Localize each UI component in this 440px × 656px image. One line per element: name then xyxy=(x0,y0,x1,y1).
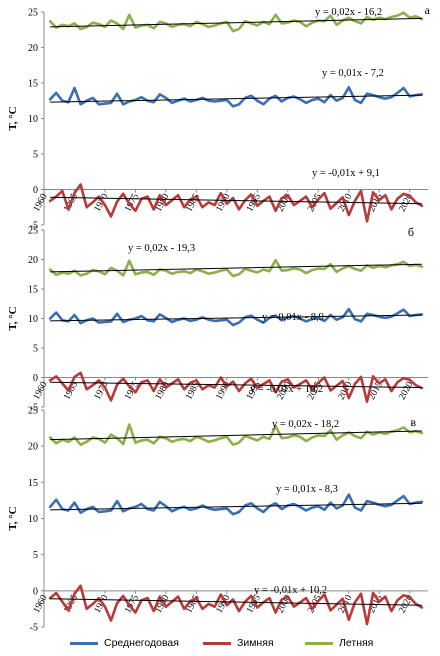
panel-label-3: в xyxy=(410,415,416,429)
trend-line-summer-2 xyxy=(50,263,422,273)
panel-label-1: а xyxy=(425,3,431,17)
legend-item-annual: Среднегодовая xyxy=(70,636,179,650)
y-tick-label-2-4: 15 xyxy=(28,285,38,296)
trend-equation-annual-1: y = 0,01x - 7,2 xyxy=(322,68,384,79)
y-tick-label-2-0: -5 xyxy=(30,403,38,414)
y-tick-label-2-2: 5 xyxy=(33,344,38,355)
trend-line-winter-2 xyxy=(50,381,422,389)
trend-line-summer-1 xyxy=(50,17,422,28)
series-line-summer-1 xyxy=(48,11,424,33)
y-tick-label-2-6: 25 xyxy=(28,226,38,237)
x-tick-label-1-6: 1990 xyxy=(215,192,233,214)
series-line-summer-3 xyxy=(48,423,424,447)
y-tick-label-3-4: 15 xyxy=(28,478,38,489)
legend-item-winter: Зимняя xyxy=(203,636,274,650)
y-tick-label-1-0: -5 xyxy=(30,221,38,232)
trend-equation-winter-2: y = -0,01x + 10,2 xyxy=(250,384,323,395)
y-tick-label-3-1: 0 xyxy=(33,586,38,597)
y-axis-label-1: Т, °С xyxy=(7,106,19,130)
trend-equation-summer-3: y = 0,02x - 18,2 xyxy=(272,419,339,430)
y-tick-label-1-6: 25 xyxy=(28,8,38,19)
legend-swatch-annual xyxy=(70,641,98,645)
legend-label-summer: Летняя xyxy=(339,637,374,649)
y-tick-label-1-4: 15 xyxy=(28,79,38,90)
trend-line-annual-2 xyxy=(50,314,422,322)
series-line-winter-3 xyxy=(48,584,424,626)
legend: Среднегодовая Зимняя Летняя xyxy=(0,631,440,653)
y-tick-label-3-5: 20 xyxy=(28,442,38,453)
y-tick-label-2-3: 10 xyxy=(28,314,38,325)
y-tick-label-3-0: -5 xyxy=(30,623,38,634)
y-tick-label-3-6: 25 xyxy=(28,406,38,417)
legend-swatch-summer xyxy=(305,641,333,645)
y-tick-label-1-5: 20 xyxy=(28,43,38,54)
trend-equation-winter-1: y = -0,01x + 9,1 xyxy=(312,168,380,179)
series-line-summer-2 xyxy=(48,258,424,278)
trend-equation-annual-3: y = 0,01x - 8,3 xyxy=(276,484,338,495)
legend-label-winter: Зимняя xyxy=(237,637,274,649)
legend-swatch-winter xyxy=(203,641,231,645)
trend-line-summer-3 xyxy=(50,430,422,441)
series-line-winter-2 xyxy=(48,371,424,404)
trend-line-winter-3 xyxy=(50,598,422,606)
y-axis-label-2: Т, °С xyxy=(7,306,19,330)
legend-item-summer: Летняя xyxy=(305,636,373,650)
trend-equation-annual-2: y = 0,01x - 8,9 xyxy=(262,312,324,323)
legend-label-annual: Среднегодовая xyxy=(104,637,179,649)
trend-equation-summer-2: y = 0,02x - 19,3 xyxy=(128,243,195,254)
y-tick-label-3-2: 5 xyxy=(33,550,38,561)
series-line-annual-1 xyxy=(48,86,424,108)
series-line-annual-2 xyxy=(48,307,424,327)
y-tick-label-2-5: 20 xyxy=(28,255,38,266)
trend-equation-summer-1: y = 0,02x - 16,2 xyxy=(315,7,382,18)
y-tick-label-1-3: 10 xyxy=(28,114,38,125)
y-tick-label-2-1: 0 xyxy=(33,373,38,384)
trend-line-winter-1 xyxy=(50,196,422,205)
series-line-winter-1 xyxy=(48,183,424,223)
y-tick-label-3-3: 10 xyxy=(28,514,38,525)
trend-equation-winter-3: y = -0,01x + 10,2 xyxy=(254,585,327,596)
panel-label-2: б xyxy=(408,225,414,239)
trend-line-annual-1 xyxy=(50,94,422,103)
trend-line-annual-3 xyxy=(50,502,422,511)
y-tick-label-1-2: 5 xyxy=(33,150,38,161)
y-tick-label-1-1: 0 xyxy=(33,185,38,196)
y-axis-label-3: Т, °С xyxy=(7,506,19,530)
